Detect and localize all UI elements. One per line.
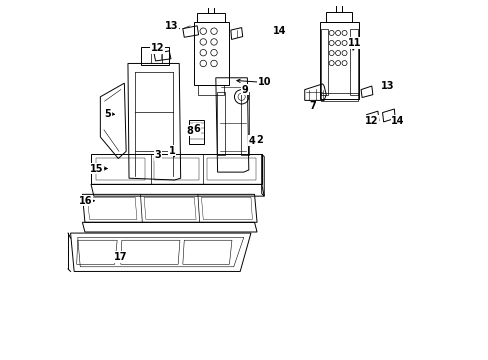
- Bar: [320, 29, 328, 95]
- Bar: [241, 92, 248, 155]
- Circle shape: [200, 39, 206, 45]
- Bar: [96, 158, 145, 180]
- Circle shape: [238, 93, 244, 100]
- Text: 16: 16: [79, 196, 93, 206]
- Text: 9: 9: [242, 85, 248, 95]
- Circle shape: [200, 60, 206, 67]
- Text: 4: 4: [248, 136, 255, 145]
- Text: 15: 15: [90, 163, 103, 174]
- Bar: [189, 120, 203, 144]
- Circle shape: [200, 49, 206, 56]
- Circle shape: [335, 31, 340, 36]
- Bar: [349, 29, 357, 95]
- Text: 12: 12: [365, 116, 378, 126]
- Text: 3: 3: [154, 150, 161, 160]
- Circle shape: [328, 60, 333, 66]
- Bar: [319, 22, 358, 99]
- Circle shape: [328, 41, 333, 45]
- Text: 13: 13: [381, 81, 394, 91]
- Circle shape: [210, 39, 217, 45]
- Circle shape: [341, 31, 346, 36]
- Bar: [154, 158, 199, 180]
- Circle shape: [234, 90, 248, 104]
- Circle shape: [335, 50, 340, 55]
- Circle shape: [328, 50, 333, 55]
- Bar: [193, 22, 228, 85]
- Text: 7: 7: [308, 102, 315, 112]
- Circle shape: [335, 60, 340, 66]
- Circle shape: [341, 50, 346, 55]
- Text: 14: 14: [390, 116, 404, 126]
- Text: 6: 6: [193, 124, 200, 134]
- Circle shape: [210, 49, 217, 56]
- Circle shape: [328, 31, 333, 36]
- Bar: [216, 92, 225, 155]
- Text: 2: 2: [256, 135, 263, 145]
- Text: 14: 14: [272, 26, 286, 36]
- Bar: [198, 85, 223, 95]
- Text: 10: 10: [257, 77, 270, 87]
- Text: 12: 12: [151, 43, 164, 53]
- Circle shape: [210, 60, 217, 67]
- Circle shape: [335, 41, 340, 45]
- Bar: [140, 47, 169, 65]
- Bar: [206, 158, 256, 180]
- Text: 11: 11: [347, 38, 361, 48]
- Circle shape: [341, 41, 346, 45]
- Circle shape: [200, 28, 206, 35]
- Text: 17: 17: [114, 252, 127, 262]
- Text: 1: 1: [168, 145, 175, 156]
- Circle shape: [210, 28, 217, 35]
- Circle shape: [341, 60, 346, 66]
- Text: 13: 13: [165, 21, 179, 31]
- Text: 8: 8: [186, 126, 193, 135]
- Bar: [320, 93, 357, 101]
- Text: 5: 5: [104, 109, 111, 119]
